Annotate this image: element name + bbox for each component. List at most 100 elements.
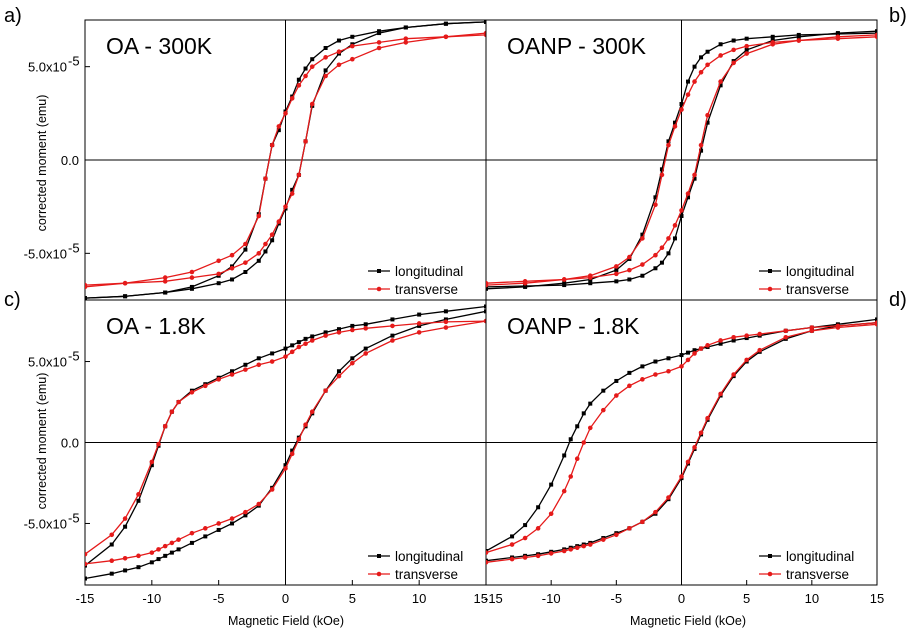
- transverse-point: [136, 492, 141, 497]
- transverse-point: [653, 372, 658, 377]
- legend-label-transverse: transverse: [395, 282, 458, 297]
- longitudinal-point: [443, 21, 448, 26]
- panel-title: OANP - 300K: [507, 33, 647, 59]
- transverse-point: [296, 344, 302, 350]
- transverse-point: [744, 333, 749, 338]
- x-tick-label: 0: [678, 591, 685, 606]
- longitudinal-point: [243, 270, 248, 274]
- longitudinal-point: [484, 309, 486, 314]
- legend-label-transverse: transverse: [786, 282, 849, 297]
- transverse-point: [289, 349, 295, 355]
- longitudinal-point: [666, 251, 671, 256]
- transverse-point: [403, 36, 409, 41]
- longitudinal-point: [263, 249, 268, 254]
- longitudinal-point: [731, 338, 736, 343]
- transverse-point: [679, 107, 684, 112]
- y-axis-title-top: corrected moment (emu): [35, 95, 49, 232]
- longitudinal-point: [390, 317, 395, 322]
- transverse-point: [587, 542, 593, 547]
- transverse-point: [149, 550, 155, 555]
- transverse-point: [627, 383, 632, 389]
- longitudinal-point: [686, 350, 691, 355]
- panel-d: -15 -10 -5 0 5 10 15 OANP - 1.8K d) longitudinal t…: [484, 289, 907, 606]
- longitudinal-point: [640, 273, 645, 278]
- transverse-point: [672, 223, 678, 228]
- y-tick-exponent: -5: [68, 240, 80, 255]
- panel-b: OANP - 300K b) longitudinal transverse: [485, 5, 907, 301]
- transverse-point: [443, 325, 449, 330]
- transverse-point: [666, 236, 671, 241]
- transverse-point: [581, 440, 587, 445]
- transverse-point: [744, 357, 749, 363]
- transverse-point: [336, 373, 342, 379]
- transverse-point: [283, 466, 288, 471]
- transverse-point: [156, 547, 161, 552]
- transverse-point: [229, 252, 235, 258]
- transverse-point: [256, 501, 262, 507]
- longitudinal-point: [744, 336, 749, 341]
- transverse-point: [731, 60, 736, 66]
- transverse-point: [216, 521, 221, 526]
- transverse-point: [679, 208, 684, 213]
- longitudinal-point: [686, 79, 691, 84]
- longitudinal-point: [156, 557, 161, 562]
- longitudinal-point: [679, 214, 684, 218]
- longitudinal-point: [731, 38, 736, 43]
- transverse-point: [653, 252, 658, 258]
- transverse-point: [692, 79, 697, 84]
- transverse-point: [256, 213, 262, 219]
- transverse-point: [509, 556, 515, 562]
- transverse-point: [783, 328, 789, 334]
- transverse-point: [685, 459, 691, 465]
- transverse-point: [416, 330, 422, 335]
- transverse-point: [376, 40, 382, 45]
- longitudinal-point: [443, 317, 448, 322]
- transverse-point: [522, 535, 528, 541]
- longitudinal-point: [718, 341, 723, 346]
- longitudinal-point: [614, 268, 619, 273]
- transverse-point: [85, 561, 88, 567]
- x-tick-label: -5: [213, 591, 225, 606]
- legend-label-longitudinal: longitudinal: [786, 264, 854, 279]
- longitudinal-point: [699, 148, 704, 153]
- transverse-point: [309, 338, 315, 343]
- longitudinal-point: [835, 31, 840, 36]
- longitudinal-point: [109, 571, 114, 576]
- transverse-point: [216, 271, 221, 277]
- x-tick-label: 5: [349, 591, 356, 606]
- transverse-point: [744, 43, 749, 49]
- transverse-point: [269, 232, 275, 237]
- x-axis-title-left: Magnetic Field (kOe): [228, 614, 344, 628]
- transverse-point: [809, 328, 815, 334]
- transverse-point: [243, 367, 248, 372]
- transverse-point: [162, 279, 168, 284]
- transverse-point: [685, 357, 691, 363]
- longitudinal-point: [323, 330, 328, 335]
- transverse-point: [627, 254, 632, 260]
- longitudinal-point: [363, 322, 368, 327]
- transverse-point: [659, 245, 665, 251]
- longitudinal-point: [243, 362, 248, 367]
- panel-title: OA - 1.8K: [106, 313, 206, 339]
- longitudinal-point: [163, 290, 168, 295]
- transverse-point: [561, 488, 567, 494]
- transverse-point: [169, 409, 175, 415]
- transverse-point: [587, 425, 593, 431]
- transverse-point: [136, 553, 141, 559]
- legend-label-longitudinal: longitudinal: [395, 264, 463, 279]
- series-group: [85, 20, 486, 300]
- transverse-point: [705, 112, 710, 118]
- transverse-point: [548, 511, 554, 517]
- longitudinal-point: [443, 309, 448, 314]
- longitudinal-point: [523, 284, 528, 288]
- transverse-point: [336, 49, 342, 55]
- transverse-point: [666, 495, 671, 500]
- y-tick-label: 5.0x10: [28, 355, 67, 370]
- transverse-point: [698, 69, 704, 75]
- panel-a: -5.0x10 -50.05.0x10 -5OA - 300Ka)longitudi…: [4, 5, 487, 301]
- longitudinal-point: [276, 128, 281, 133]
- transverse-point: [296, 436, 302, 442]
- transverse-point: [323, 55, 328, 60]
- longitudinal-point: [718, 83, 723, 88]
